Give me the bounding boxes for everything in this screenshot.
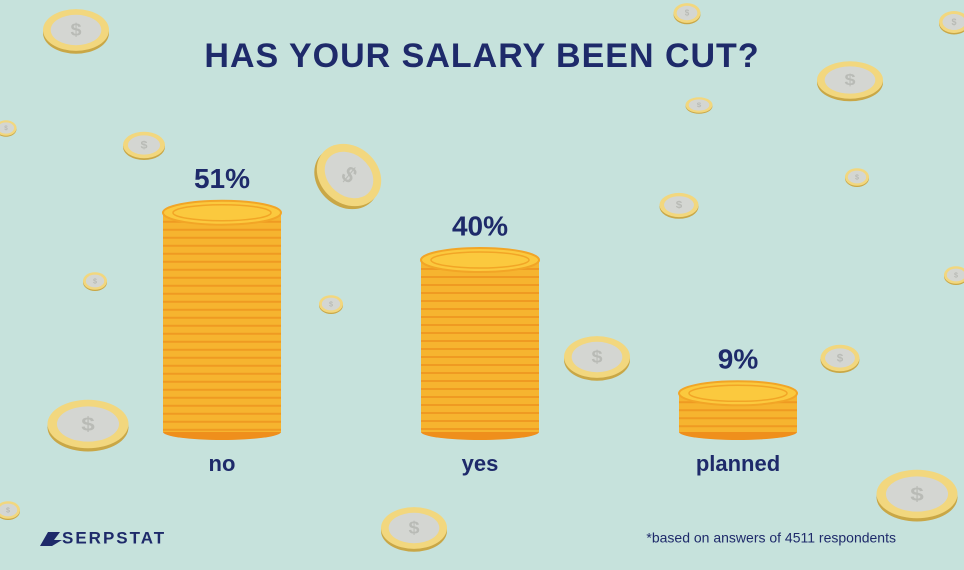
x-tick-label: no xyxy=(209,451,236,476)
value-label: 40% xyxy=(452,210,508,241)
value-label: 51% xyxy=(194,163,250,194)
bar xyxy=(163,212,281,432)
bar xyxy=(421,260,539,432)
coin-face xyxy=(172,203,272,222)
brand-logo: SERPSTAT xyxy=(40,528,166,547)
value-label: 9% xyxy=(718,344,759,375)
brand: SERPSTAT xyxy=(62,528,166,547)
logo-icon xyxy=(40,532,62,546)
coin-stack xyxy=(420,247,540,440)
chart-title: HAS YOUR SALARY BEEN CUT? xyxy=(204,37,759,75)
x-tick-label: yes xyxy=(462,451,499,476)
coin-face xyxy=(688,384,788,403)
coin-stack xyxy=(678,380,798,440)
coin-face xyxy=(430,251,530,269)
x-tick-label: planned xyxy=(696,451,780,476)
footnote: *based on answers of 4511 respondents xyxy=(646,530,896,546)
coin-stack xyxy=(162,199,282,440)
